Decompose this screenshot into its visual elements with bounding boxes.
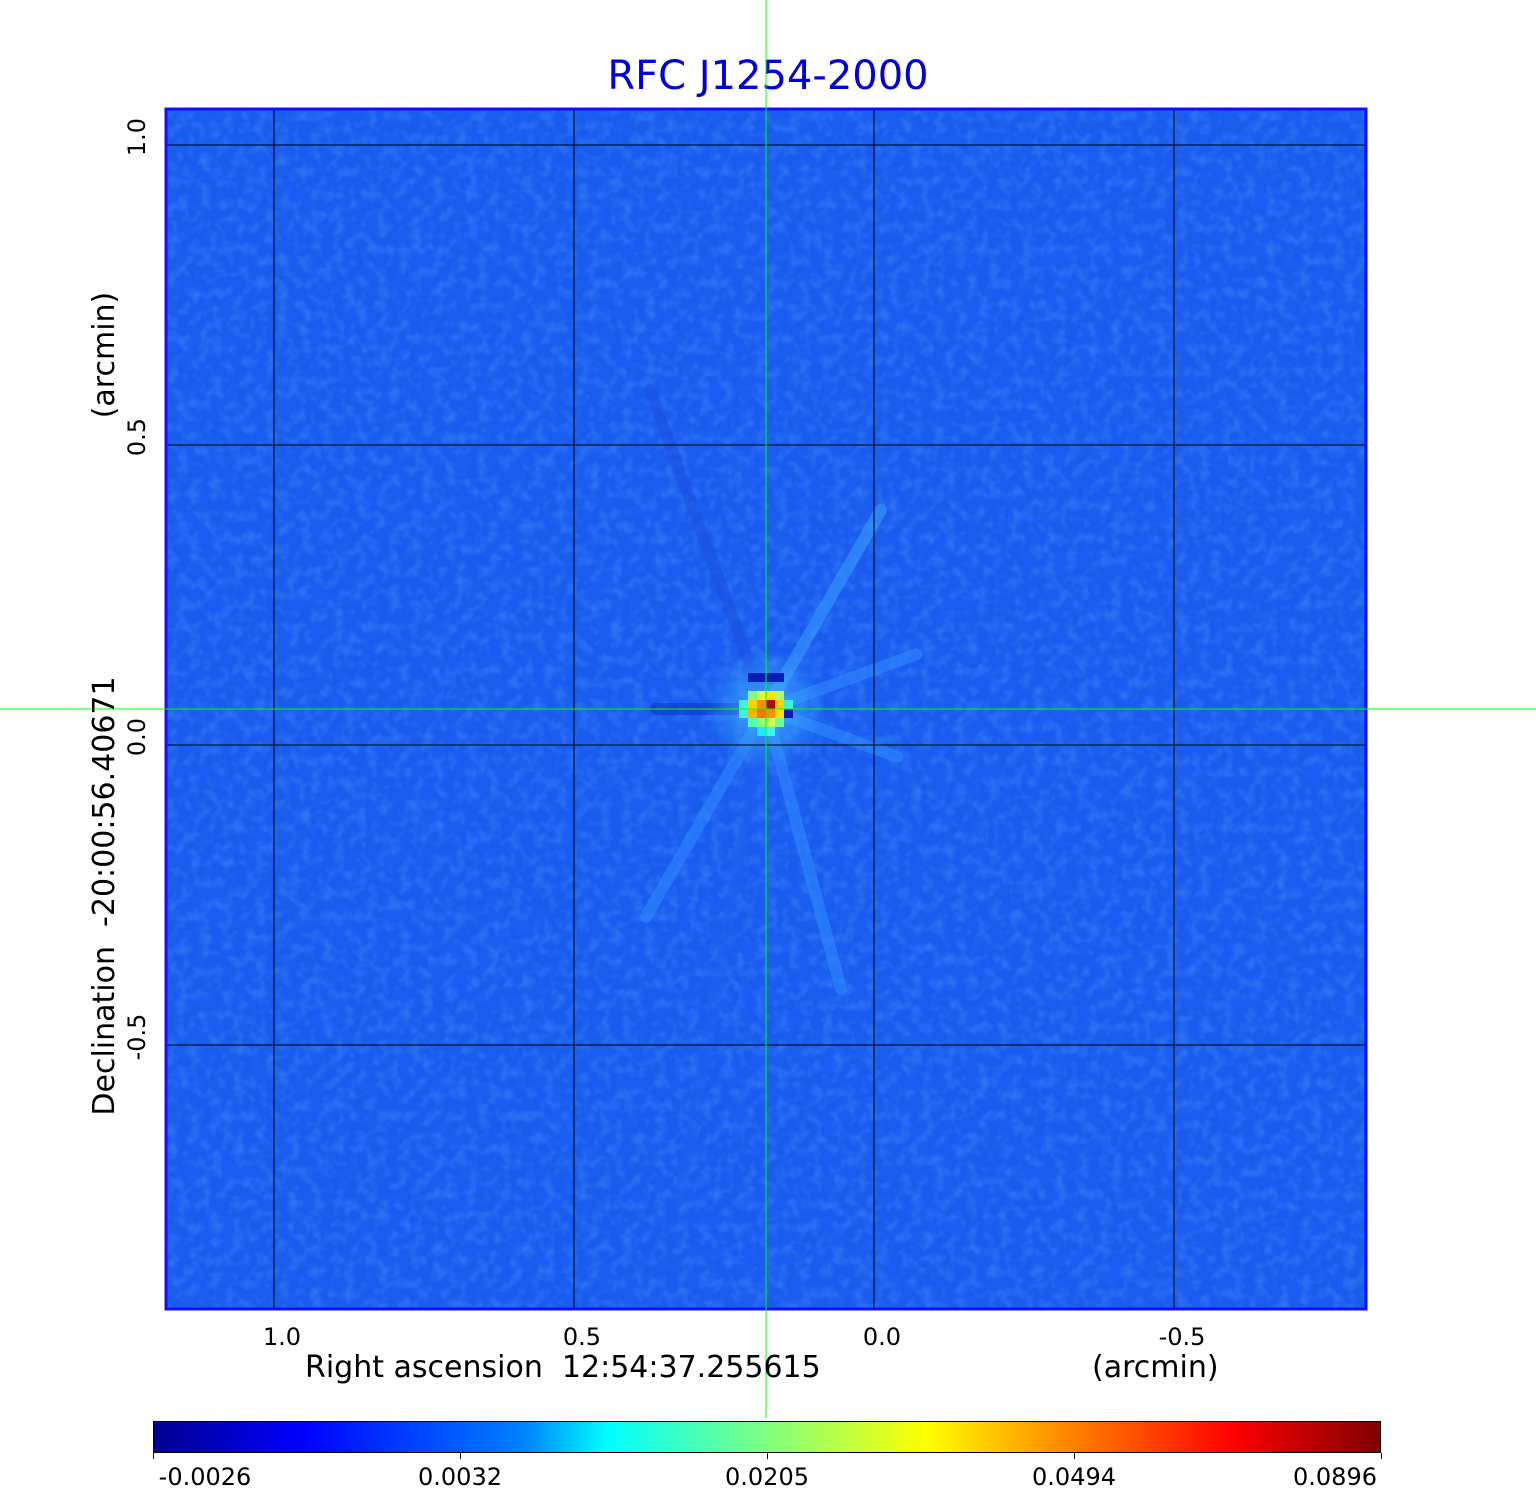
source-pixel-10: [766, 700, 775, 709]
colorbar: [153, 1421, 1381, 1453]
source-pixel-8: [748, 700, 757, 709]
source-pixel-7: [775, 691, 784, 700]
y-axis-unit: (arcmin): [87, 291, 122, 419]
source-pixel-9: [757, 700, 766, 709]
colorbar-tick-mark: [153, 1453, 154, 1459]
colorbar-tick-label: 0.0896: [1293, 1463, 1377, 1491]
colorbar-tick-label: 0.0032: [418, 1463, 502, 1491]
colorbar-tick-mark: [1074, 1453, 1075, 1459]
source-pixel-4: [748, 691, 757, 700]
source-pixel-23: [784, 700, 793, 709]
source-pixel-25: [784, 709, 793, 718]
source-pixel-2: [766, 673, 775, 682]
crosshair: [0, 0, 1536, 1418]
image-plot: [0, 0, 1536, 1418]
colorbar-tick-label: -0.0026: [158, 1463, 252, 1491]
sidelobe-ray-7: [673, 703, 772, 1208]
y-axis-label: Declination -20:00:56.40671: [87, 676, 122, 1116]
colorbar-tick-mark: [1381, 1453, 1382, 1459]
source-pixel-16: [748, 718, 757, 727]
chart-title: RFC J1254-2000: [607, 53, 929, 99]
y-tick-label: 0.5: [123, 417, 151, 457]
x-tick-label: -0.5: [1158, 1323, 1206, 1351]
source-pixel-17: [757, 718, 766, 727]
colorbar-tick-label: 0.0205: [725, 1463, 809, 1491]
source-pixel-13: [757, 709, 766, 718]
source-pixel-0: [748, 673, 757, 682]
source-pixel-6: [766, 691, 775, 700]
x-axis-unit: (arcmin): [1092, 1350, 1219, 1385]
y-tick-label: -0.5: [123, 1013, 151, 1061]
x-tick-label: 0.5: [562, 1323, 602, 1351]
source-pixel-19: [775, 718, 784, 727]
colorbar-tick-mark: [460, 1453, 461, 1459]
source-pixel-20: [757, 727, 766, 736]
source-pixel-14: [766, 709, 775, 718]
source-pixel-11: [775, 700, 784, 709]
x-axis-label: Right ascension 12:54:37.255615: [305, 1350, 821, 1385]
x-tick-label: 0.0: [862, 1323, 902, 1351]
source-pixel-3: [775, 673, 784, 682]
x-tick-label: 1.0: [262, 1323, 302, 1351]
y-tick-label: 1.0: [123, 117, 151, 157]
source-pixel-1: [757, 673, 766, 682]
colorbar-tick-label: 0.0494: [1032, 1463, 1116, 1491]
source-pixel-15: [775, 709, 784, 718]
source-pixel-18: [766, 718, 775, 727]
source-pixel-22: [739, 700, 748, 709]
source-pixel-5: [757, 691, 766, 700]
source-pixel-21: [766, 727, 775, 736]
source-pixel-24: [739, 709, 748, 718]
source-pixel-12: [748, 709, 757, 718]
colorbar-tick-mark: [767, 1453, 768, 1459]
y-tick-label: 0.0: [123, 717, 151, 757]
